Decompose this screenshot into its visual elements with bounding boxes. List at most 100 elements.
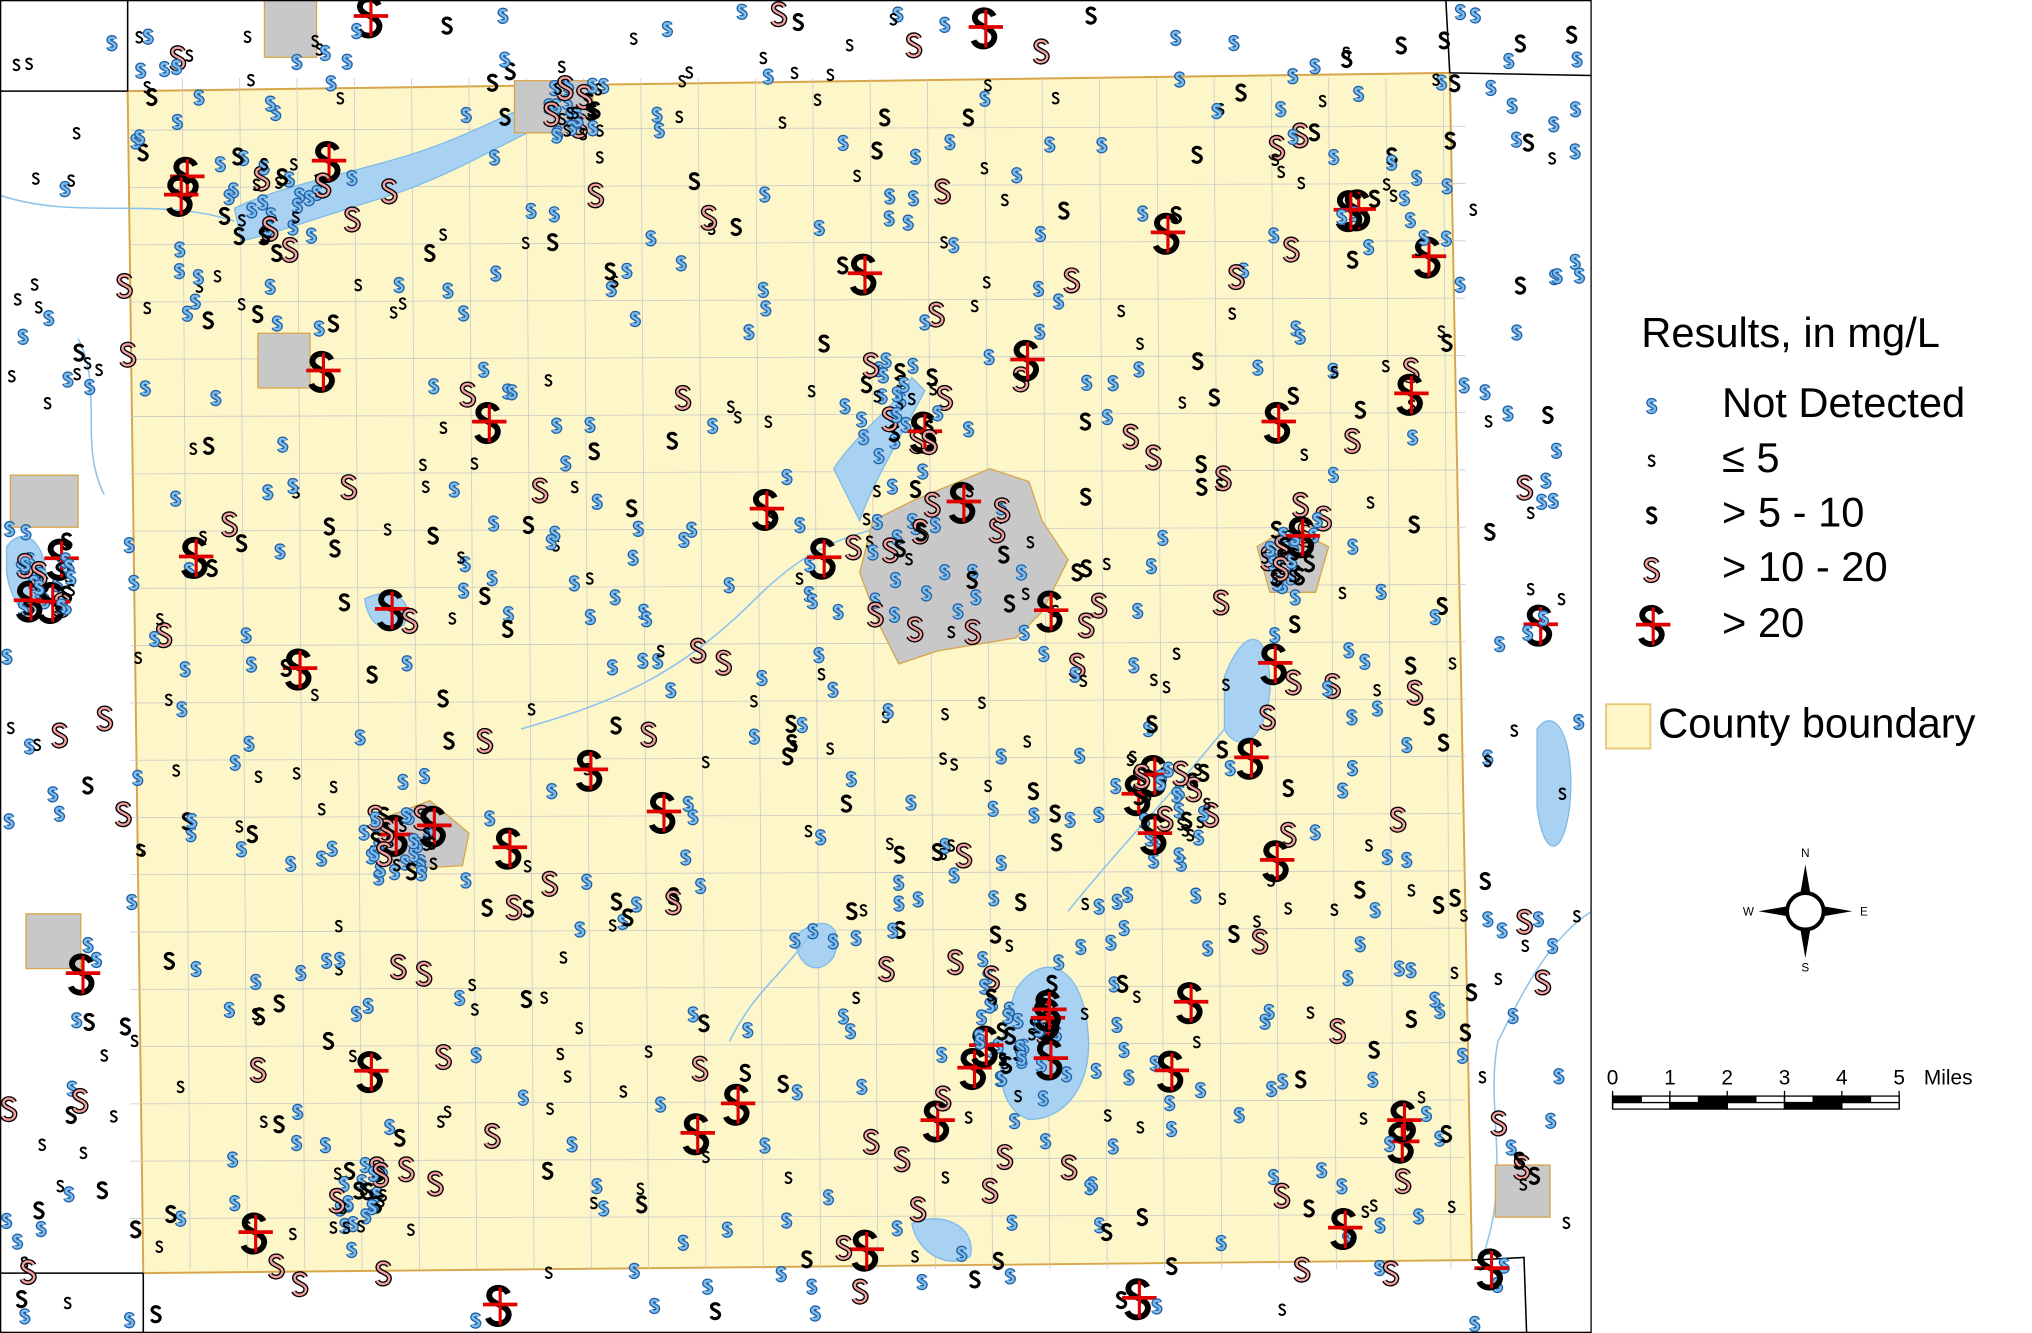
sample-symbol xyxy=(1007,1271,1013,1282)
sample-symbol xyxy=(1218,1237,1224,1248)
sample-symbol xyxy=(1124,889,1130,900)
sample-symbol xyxy=(178,539,214,576)
road xyxy=(130,354,1466,360)
sample-symbol xyxy=(965,424,971,435)
sample-symbol xyxy=(1547,1115,1553,1126)
sample-symbol xyxy=(1403,739,1409,750)
sample-symbol xyxy=(1195,832,1201,843)
sample-symbol xyxy=(910,360,916,371)
sample-symbol xyxy=(472,404,507,441)
sample-symbol xyxy=(279,439,285,450)
sample-symbol xyxy=(1645,506,1658,525)
sample-symbol xyxy=(243,630,249,641)
sample-symbol xyxy=(1330,151,1336,162)
sample-symbol xyxy=(726,580,732,591)
sample-symbol xyxy=(896,898,902,909)
sample-symbol xyxy=(1018,1052,1024,1063)
sample-symbol xyxy=(131,577,137,588)
sample-symbol xyxy=(1553,445,1559,456)
road xyxy=(130,870,1466,876)
sample-symbol xyxy=(267,281,273,292)
sample-symbol xyxy=(1121,922,1127,933)
sample-symbol xyxy=(548,786,554,797)
sample-symbol xyxy=(374,592,410,629)
sample-symbol xyxy=(1457,279,1463,290)
sample-symbol xyxy=(20,331,26,342)
sample-symbol xyxy=(886,191,892,202)
sample-symbol xyxy=(1432,612,1438,623)
sample-symbol xyxy=(3,1215,9,1226)
sample-symbol xyxy=(690,1009,696,1020)
sample-symbol xyxy=(1096,901,1102,912)
sample-symbol xyxy=(1166,1097,1172,1108)
sample-symbol xyxy=(322,1140,328,1151)
legend-boundary-swatch xyxy=(1605,703,1652,750)
sample-symbol xyxy=(293,1137,299,1148)
sample-symbol xyxy=(445,285,451,296)
river xyxy=(728,936,809,1042)
sample-symbol xyxy=(174,116,180,127)
sample-symbol xyxy=(1072,669,1078,680)
sample-symbol xyxy=(646,794,682,831)
sample-symbol xyxy=(892,574,898,585)
sample-symbol xyxy=(987,1000,993,1011)
sample-symbol xyxy=(1538,496,1544,507)
urban-area xyxy=(263,0,318,58)
urban-area xyxy=(9,474,79,528)
sample-symbol xyxy=(797,520,803,531)
sample-symbol xyxy=(460,585,466,596)
sample-symbol xyxy=(1260,843,1295,880)
sample-symbol xyxy=(463,109,469,120)
sample-symbol xyxy=(311,143,347,180)
sample-symbol xyxy=(840,1011,846,1022)
sample-symbol xyxy=(894,1223,900,1234)
sample-symbol xyxy=(853,932,859,943)
sample-symbol xyxy=(784,471,790,482)
roads xyxy=(130,78,1466,1270)
sample-symbol xyxy=(226,192,232,203)
sample-symbol xyxy=(1575,716,1581,727)
sample-symbol xyxy=(1173,985,1209,1022)
sample-symbol xyxy=(1370,1074,1376,1085)
sample-symbol xyxy=(1165,764,1171,775)
sample-symbol xyxy=(1396,963,1402,974)
sample-symbol xyxy=(1231,37,1237,48)
sample-symbol xyxy=(1214,105,1220,116)
sample-symbol xyxy=(1055,957,1061,968)
sample-symbol xyxy=(778,1269,784,1280)
sample-symbol xyxy=(816,222,822,233)
sample-symbol xyxy=(724,1224,730,1235)
sample-symbol xyxy=(792,935,798,946)
sample-symbol xyxy=(1285,519,1320,556)
sample-symbol xyxy=(1031,810,1037,821)
sample-symbol xyxy=(136,132,142,143)
scale-segment xyxy=(1697,1095,1728,1104)
sample-symbol xyxy=(1488,82,1494,93)
sample-symbol xyxy=(482,1287,518,1324)
sample-symbol xyxy=(1040,1093,1046,1104)
sample-symbol xyxy=(1095,809,1101,820)
sample-symbol xyxy=(1505,408,1511,419)
sample-symbol xyxy=(179,704,185,715)
sample-symbol xyxy=(472,1315,478,1326)
sample-symbol xyxy=(176,244,182,255)
sample-symbol xyxy=(491,152,497,163)
sample-symbol xyxy=(979,954,985,965)
sample-symbol xyxy=(1318,1165,1324,1176)
sample-symbol xyxy=(318,853,324,864)
compass-label: N xyxy=(1801,847,1809,860)
road xyxy=(130,1099,1466,1105)
map-area xyxy=(0,0,1592,1333)
sample-symbol xyxy=(1572,104,1578,115)
sample-symbol xyxy=(1345,645,1351,656)
sample-symbol xyxy=(783,1215,789,1226)
sample-symbol xyxy=(998,751,1004,762)
sample-symbol xyxy=(193,963,199,974)
sample-symbol xyxy=(1376,1262,1382,1273)
sample-symbol xyxy=(912,151,918,162)
sample-symbol xyxy=(336,954,342,965)
sample-symbol xyxy=(1394,376,1429,413)
sample-symbol xyxy=(631,1265,637,1276)
sample-symbol xyxy=(1413,172,1419,183)
sample-symbol xyxy=(1046,139,1052,150)
